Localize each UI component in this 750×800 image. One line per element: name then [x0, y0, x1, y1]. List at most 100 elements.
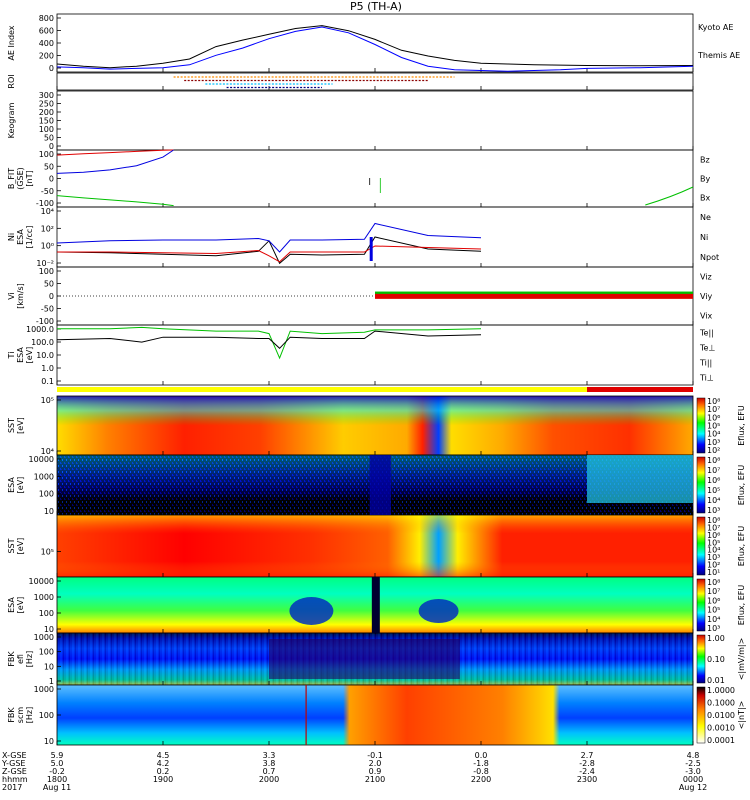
xaxis-tick-label: 0.7: [263, 767, 276, 776]
ion-sst-colorbar-tick: 10⁷: [707, 405, 720, 414]
fbk-e-ylabel-line: FBK: [7, 651, 16, 667]
ion-sst-colorbar-tick: 10⁶: [707, 413, 720, 422]
roi-ylabel-line: ROI: [7, 74, 16, 88]
xaxis-tick-label: -2.8: [579, 759, 595, 768]
elec-esa-ylabel: ESA [eV]: [7, 597, 25, 614]
elec-esa-ytick-label: 1000: [34, 593, 54, 602]
ion-esa-colorbar-tick: 10⁶: [707, 476, 720, 485]
ti-series-te-: [56, 330, 482, 350]
ti-legend-item: Te⊥: [699, 344, 715, 353]
fbk-e-colorbar-tick: 0.10: [707, 655, 725, 664]
ae-ytick-label: 0: [49, 64, 54, 73]
xaxis-row-label: hhmm: [2, 775, 28, 784]
vi-ytick-label: 0: [49, 292, 54, 301]
elec-esa-ylabel-line: ESA: [7, 597, 16, 613]
xaxis-tick-label: 2200: [471, 775, 491, 784]
keogram-ylabel-line: Keogram: [7, 102, 16, 138]
ion-esa-colorbar-tick: 10⁷: [707, 466, 720, 475]
xaxis-tick-label: 0000: [683, 775, 703, 784]
xaxis-tick-label: 0.0: [475, 751, 488, 760]
ti-ylabel: Ti ESA [eV]: [7, 347, 34, 364]
fbk-b-colorbar-tick: 1.0000: [707, 686, 735, 695]
ion-sst-colorbar-tick: 10⁴: [707, 430, 720, 439]
ae-ytick-label: 800: [39, 14, 54, 23]
fbk-b-ylabel-line: FBK: [7, 707, 16, 723]
bfit-series-bx: [56, 149, 174, 174]
ti-ytick-label: 0.1: [41, 377, 54, 386]
ti-legend-item: Te||: [699, 329, 714, 338]
ni-ylabel-line: [1/cc]: [25, 226, 34, 249]
elec-esa-colorbar: [696, 578, 706, 632]
elec-esa-ytick-label: 10: [44, 625, 54, 634]
fbk-e-colorbar: [696, 634, 706, 684]
ion-esa-ytick-label: 100: [39, 490, 54, 499]
xaxis-tick-label: 1900: [153, 775, 173, 784]
bfit-frame: [56, 149, 694, 208]
bfit-series-by-end: [645, 186, 694, 206]
bfit-ytick-label: 0: [49, 175, 54, 184]
vi-legend-item: Viz: [700, 273, 712, 282]
fbk-b-colorbar-tick: 0.0100: [707, 711, 735, 720]
fbk-b-colorbar-tick: 0.0001: [707, 736, 735, 745]
ion-esa-colorbar-tick: 10³: [707, 506, 720, 515]
ni-legend-item: Ni: [700, 233, 708, 242]
elec-esa-colorbar-label: Eflux, EFU: [737, 585, 746, 626]
ae-ytick-label: 200: [39, 52, 54, 61]
ion-esa-gap: [369, 455, 391, 515]
keogram-ytick-label: 100: [39, 125, 54, 134]
elec-esa-colorbar-tick: 10⁵: [707, 606, 720, 615]
bfit-legend-item: Bz: [700, 156, 710, 165]
ion-sst-ylabel-line: SST: [7, 418, 16, 433]
ni-ytick-label: 10⁴: [41, 207, 54, 216]
elec-sst-colorbar-tick: 10⁷: [707, 523, 720, 532]
ti-ytick-label: 10.0: [36, 351, 54, 360]
xaxis-tick-label: 4.8: [687, 751, 700, 760]
xaxis-tick-label: 3.8: [263, 759, 276, 768]
ion-esa-ytick-label: 10: [44, 507, 54, 516]
fbk-b-ylabel-line: [Hz]: [25, 707, 34, 723]
fbk-e-colorbar-tick: 0.01: [707, 676, 725, 685]
elec-esa-colorbar-tick: 10³: [707, 624, 720, 633]
xaxis-tick-label: 2100: [365, 775, 385, 784]
mode-bar-burst: [587, 387, 693, 392]
bfit-ylabel-line: [nT]: [25, 170, 34, 186]
ae-ytick-label: 400: [39, 39, 54, 48]
ion-esa-ylabel-line: [eV]: [16, 477, 25, 494]
keogram-ytick-label: 50: [44, 134, 54, 143]
ti-ylabel-line: ESA: [16, 347, 25, 363]
xaxis-tick-label: 2.0: [369, 759, 382, 768]
elec-sst-colorbar-tick: 10³: [707, 553, 720, 562]
keogram-ytick-label: 200: [39, 108, 54, 117]
elec-sst-colorbar-label: Eflux, EFU: [737, 526, 746, 567]
fbk-b-colorbar-label: <|nT|>: [737, 701, 746, 730]
ion-esa-ylabel-line: ESA: [7, 477, 16, 493]
ae-ytick-label: 600: [39, 27, 54, 36]
keogram-ytick-label: 150: [39, 117, 54, 126]
xaxis-tick-label: 3.3: [263, 751, 276, 760]
ion-sst-colorbar: [696, 397, 706, 454]
ni-ytick-label: 10⁻²: [36, 259, 54, 268]
ni-legend-item: Ne: [700, 213, 711, 222]
ni-ylabel-line: ESA: [16, 229, 25, 245]
elec-esa-colorbar-tick: 10⁶: [707, 596, 720, 605]
fbk-e-colorbar-tick: 1.00: [707, 634, 725, 643]
elec-sst-ytick-label: 10⁵: [41, 547, 54, 556]
ti-ytick-label: 1000.0: [26, 325, 54, 334]
fbk-e-quiet: [269, 639, 460, 679]
ae-ylabel-line: AE Index: [7, 25, 16, 60]
ti-legend-item: Ti⊥: [699, 374, 714, 383]
ni-ylabel: Ni ESA [1/cc]: [7, 226, 34, 249]
bfit-legend-item: By: [700, 175, 710, 184]
ion-esa-colorbar-tick: 10⁵: [707, 486, 720, 495]
xaxis-tick-label: 0.2: [157, 767, 170, 776]
elec-esa-gap: [371, 577, 380, 633]
ti-series-ti-: [57, 326, 482, 360]
elec-sst-colorbar-tick: 10¹: [707, 568, 720, 577]
bfit-ylabel-line: B_FIT: [7, 168, 16, 189]
ion-esa-colorbar: [696, 456, 706, 514]
ion-sst-colorbar-tick: 10⁸: [707, 397, 720, 406]
keogram-ytick-label: 0: [49, 142, 54, 151]
xaxis-tick-label: 1800: [47, 775, 67, 784]
bfit-series-bz: [56, 149, 174, 156]
vi-ytick-label: 100: [39, 267, 54, 276]
